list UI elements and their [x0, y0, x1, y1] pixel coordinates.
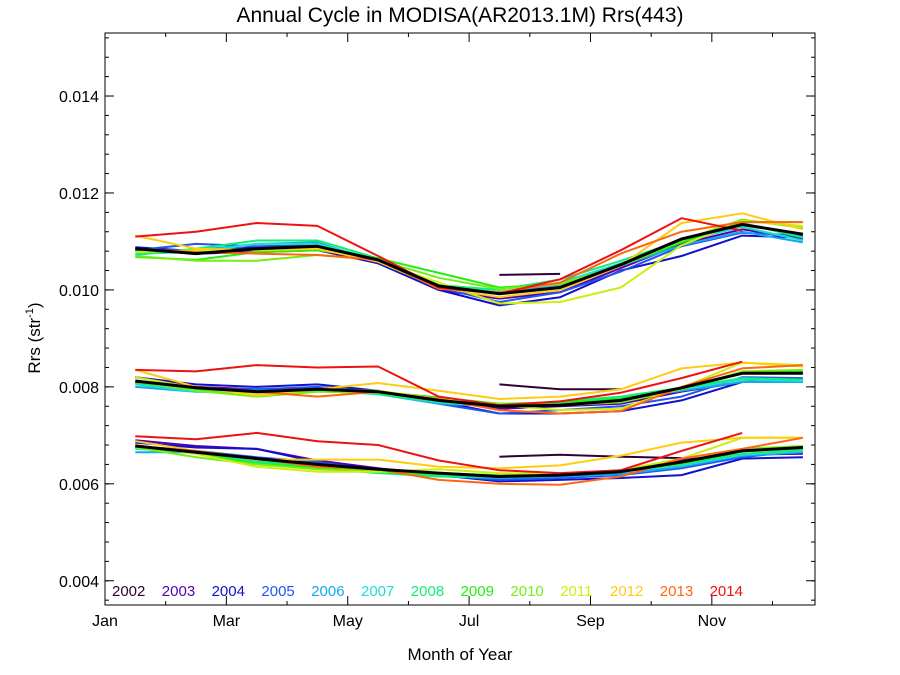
- legend-item-2011: 2011: [560, 583, 592, 600]
- x-tick-label: Mar: [213, 613, 241, 630]
- y-axis-label-sup: -1: [24, 308, 36, 318]
- y-tick-label: 0.008: [59, 380, 99, 397]
- series-line-mean-mid: [135, 371, 803, 408]
- x-tick-label: May: [333, 613, 363, 630]
- series-line-2004-high: [135, 234, 803, 307]
- legend-item-2006: 2006: [311, 583, 344, 600]
- legend-item-2004: 2004: [212, 583, 245, 600]
- series-line-2002-low: [499, 453, 682, 460]
- series-line-2012-mid: [135, 361, 803, 400]
- y-axis-label-end: ): [25, 302, 44, 308]
- y-tick-label: 0.010: [59, 283, 99, 300]
- legend-item-2012: 2012: [610, 583, 643, 600]
- x-tick-label: Sep: [576, 613, 605, 630]
- legend-item-2014: 2014: [710, 583, 743, 600]
- legend-item-2010: 2010: [510, 583, 543, 600]
- legend-item-2002: 2002: [112, 583, 145, 600]
- y-tick-label: 0.006: [59, 477, 99, 494]
- series-line-mean-low: [135, 444, 803, 478]
- series-line-2004-mid: [135, 376, 803, 415]
- legend-item-2007: 2007: [361, 583, 394, 600]
- axes: 0.004 0.006 0.008 0.010 0.012 0.014 Jan Mar May J…: [59, 33, 815, 630]
- series-line-2009-high: [135, 221, 803, 289]
- y-tick-label: 0.012: [59, 186, 99, 203]
- chart-title: Annual Cycle in MODISA(AR2013.1M) Rrs(44…: [237, 4, 684, 27]
- series-line-2002-high: [499, 272, 561, 276]
- y-tick-label: 0.014: [59, 89, 99, 106]
- legend-item-2008: 2008: [411, 583, 444, 600]
- legend-item-2013: 2013: [660, 583, 693, 600]
- legend: 2002 2003 2004 2005 2006 2007 2008 2009 2010 2011…: [112, 583, 743, 600]
- series-group: [135, 212, 804, 486]
- y-axis-label-text: Rrs (str: [25, 318, 44, 374]
- series-line-2002-mid: [499, 383, 621, 391]
- x-tick-label: Jul: [459, 613, 479, 630]
- x-tick-label: Jan: [92, 613, 118, 630]
- x-axis-label: Month of Year: [408, 645, 513, 664]
- legend-item-2009: 2009: [461, 583, 494, 600]
- series-line-2005-mid: [135, 376, 803, 415]
- x-tick-label: Nov: [698, 613, 726, 630]
- series-line-mean-high: [135, 223, 804, 296]
- series-line-2011-low: [135, 436, 803, 476]
- plot-frame: [104, 32, 816, 606]
- series-line-2014-mid: [135, 360, 743, 407]
- y-tick-label: 0.004: [59, 574, 99, 591]
- series-line-2014-low: [135, 431, 743, 475]
- y-axis-label: Rrs (str-1): [24, 302, 44, 373]
- legend-item-2005: 2005: [261, 583, 294, 600]
- legend-item-2003: 2003: [162, 583, 195, 600]
